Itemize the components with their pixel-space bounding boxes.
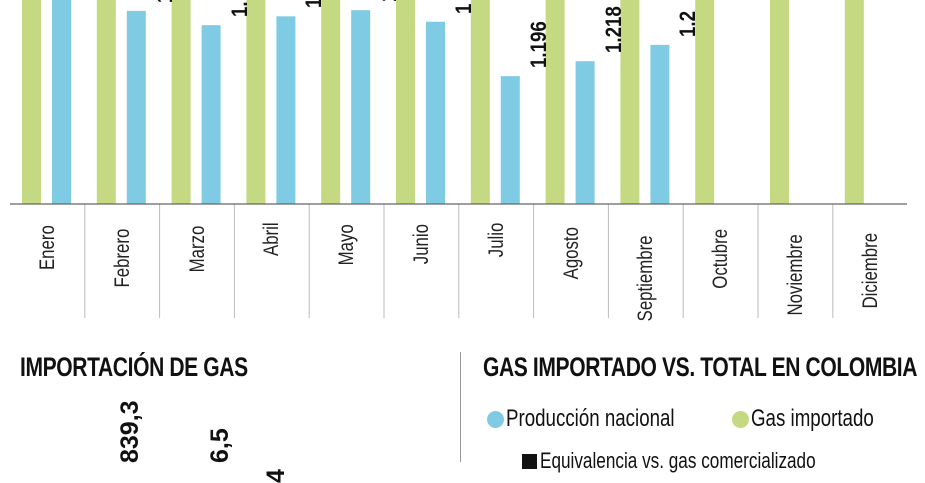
data-label: 1 — [301, 0, 327, 9]
bar-produccion-nacional — [351, 10, 371, 205]
month-label: Abril — [260, 222, 284, 257]
month-label: Octubre — [709, 228, 733, 289]
month-label: Mayo — [335, 224, 359, 266]
month-label: Marzo — [185, 225, 209, 273]
month-label: Enero — [36, 225, 59, 271]
legend-importado: Gas importado — [732, 405, 908, 433]
bar-gas-importado — [171, 0, 191, 204]
month-label: Julio — [484, 222, 508, 258]
bar-produccion-nacional — [201, 25, 221, 204]
month-label: Septiembre — [634, 235, 658, 322]
data-label: 1.196 — [525, 21, 551, 69]
bar-produccion-nacional — [650, 44, 670, 204]
month-label: Noviembre — [784, 234, 807, 316]
black-square-icon — [522, 453, 537, 469]
data-label: 1.2 — [675, 10, 701, 37]
bar-gas-importado — [545, 0, 565, 204]
bar-produccion-nacional — [126, 10, 146, 204]
import-value-label: 4 — [262, 469, 290, 483]
bar-gas-importado — [96, 0, 116, 204]
month-label: Junio — [410, 224, 433, 265]
bar-gas-importado — [246, 0, 266, 204]
month-label: Febrero — [110, 228, 134, 288]
bar-produccion-nacional — [426, 21, 445, 205]
data-label: 1 — [451, 3, 476, 14]
panel-divider — [460, 352, 461, 462]
legend-label: Equivalencia vs. gas comercializado — [540, 448, 816, 473]
bar-gas-importado — [620, 0, 640, 204]
data-label: 1 — [152, 0, 178, 3]
bar-gas-importado — [22, 0, 41, 204]
importacion-title: IMPORTACIÓN DE GAS — [20, 352, 248, 382]
legend-equivalencia: Equivalencia vs. gas comercializado — [522, 448, 893, 474]
import-value-label: 6,5 — [206, 428, 234, 463]
data-label: 1. — [226, 1, 252, 18]
bar-gas-importado — [396, 0, 415, 204]
legend-label: Gas importado — [751, 405, 874, 432]
bar-produccion-nacional — [575, 61, 595, 205]
blue-dot-icon — [487, 410, 504, 428]
bar-gas-importado — [770, 0, 789, 204]
legend-label: Producción nacional — [506, 405, 675, 432]
bar-produccion-nacional — [500, 76, 520, 204]
month-label: Agosto — [559, 227, 583, 280]
bar-produccion-nacional — [52, 0, 71, 205]
bar-gas-importado — [844, 0, 864, 204]
data-label: 1.218 — [600, 6, 626, 54]
monthly-gas-bar-chart — [10, 0, 907, 318]
bar-produccion-nacional — [276, 16, 296, 204]
import-value-label: 839,3 — [116, 400, 144, 463]
bar-gas-importado — [321, 0, 341, 204]
month-label: Diciembre — [858, 232, 882, 309]
legend-produccion: Producción nacional — [487, 405, 722, 433]
bar-gas-importado — [695, 0, 715, 204]
green-dot-icon — [732, 410, 749, 428]
data-label: 1 — [376, 0, 402, 2]
bar-gas-importado — [470, 0, 490, 204]
comparison-title: GAS IMPORTADO VS. TOTAL EN COLOMBIA — [483, 352, 918, 382]
